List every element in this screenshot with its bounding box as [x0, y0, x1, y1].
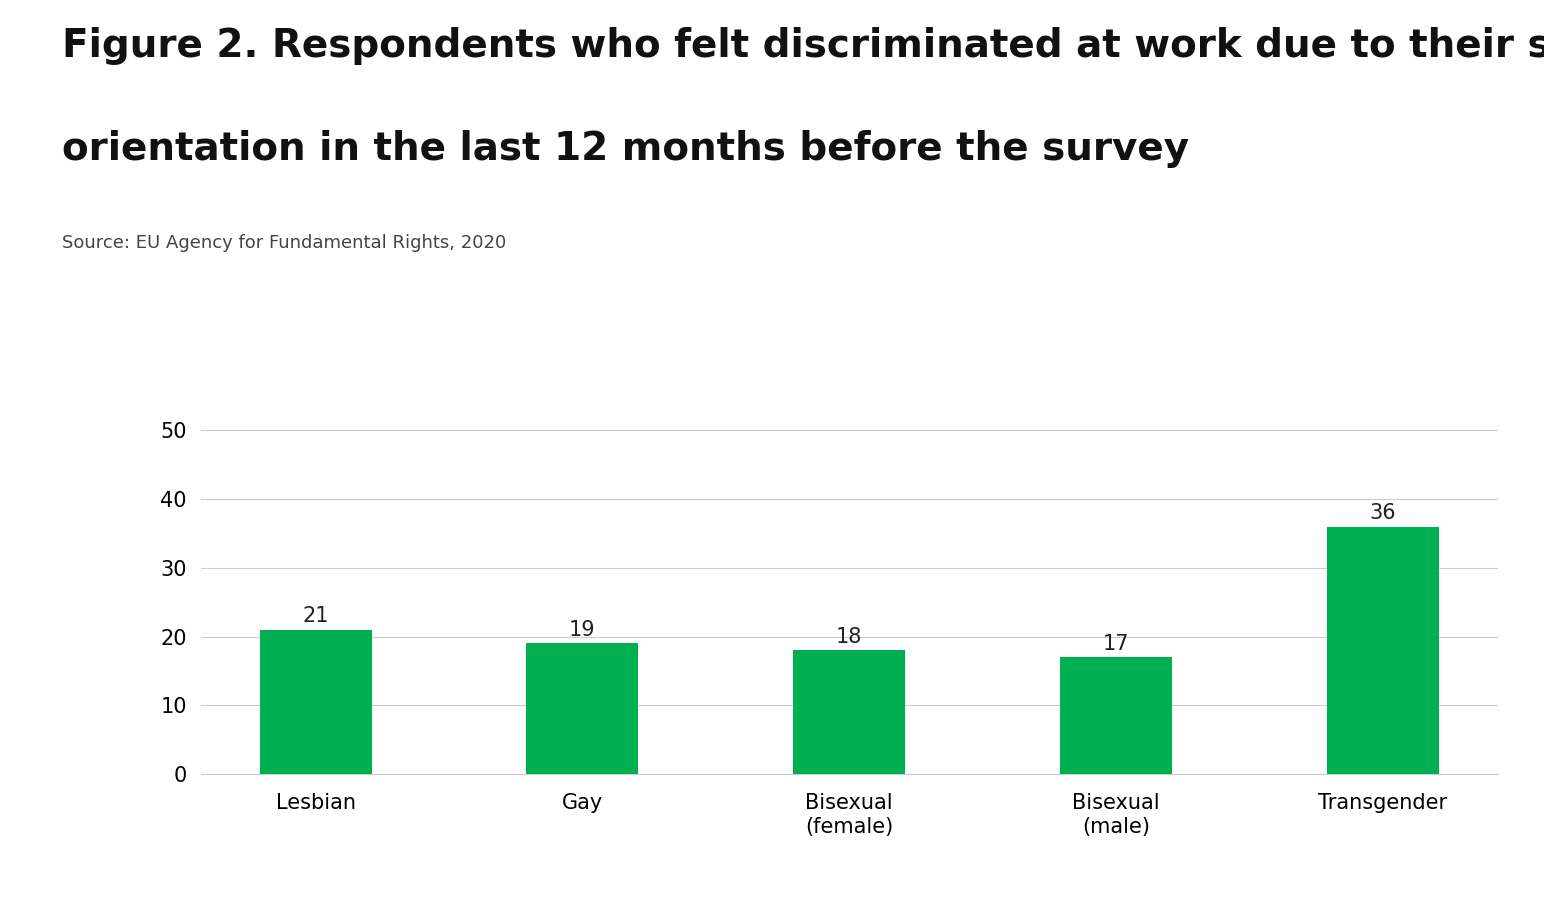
Text: Source: EU Agency for Fundamental Rights, 2020: Source: EU Agency for Fundamental Rights… — [62, 234, 506, 252]
Text: 17: 17 — [1102, 634, 1129, 653]
Text: Figure 2. Respondents who felt discriminated at work due to their sexual: Figure 2. Respondents who felt discrimin… — [62, 27, 1544, 65]
Bar — [259, 630, 372, 774]
Bar — [527, 644, 639, 774]
Text: 36: 36 — [1370, 503, 1396, 523]
Bar — [1059, 657, 1172, 774]
Bar — [794, 651, 905, 774]
Text: 21: 21 — [303, 607, 329, 626]
Text: orientation in the last 12 months before the survey: orientation in the last 12 months before… — [62, 130, 1189, 168]
Text: 18: 18 — [835, 627, 863, 647]
Bar — [1326, 526, 1439, 774]
Text: 19: 19 — [570, 620, 596, 640]
